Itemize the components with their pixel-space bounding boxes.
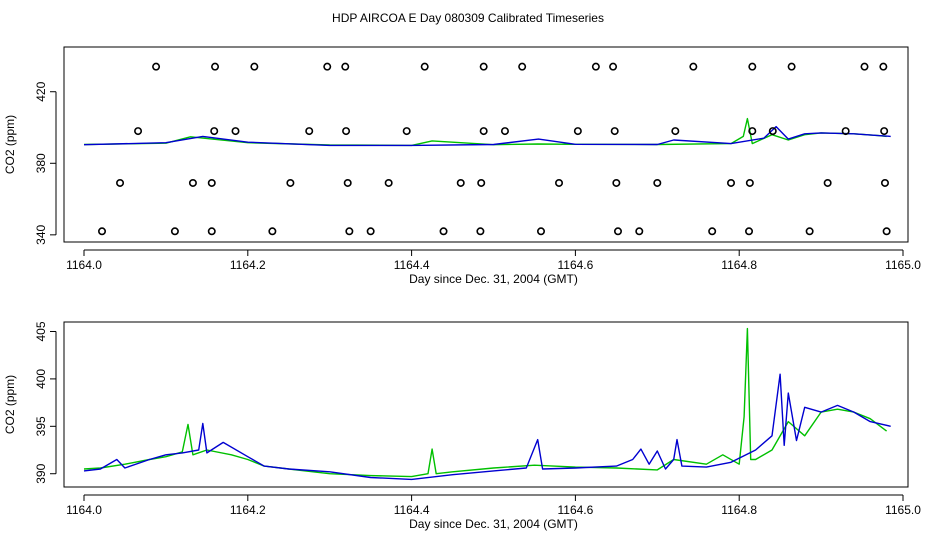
marker-point xyxy=(286,178,295,187)
marker-point xyxy=(500,127,509,136)
marker-point xyxy=(518,62,527,71)
marker-point xyxy=(612,178,621,187)
marker-point xyxy=(745,227,754,236)
marker-point xyxy=(211,62,220,71)
x-tick-label: 1164.6 xyxy=(557,258,593,272)
marker-point xyxy=(207,227,216,236)
plot-frame xyxy=(63,46,909,243)
marker-point xyxy=(555,178,564,187)
x-tick-label: 1164.4 xyxy=(394,258,430,272)
marker-point xyxy=(134,127,143,136)
x-axis-label: Day since Dec. 31, 2004 (GMT) xyxy=(409,517,578,531)
series-line-1 xyxy=(83,373,891,481)
marker-point xyxy=(342,127,351,136)
x-tick-label: 1164.0 xyxy=(66,258,102,272)
marker-point xyxy=(402,127,411,136)
marker-point xyxy=(768,127,777,136)
marker-point xyxy=(745,178,754,187)
marker-point xyxy=(748,62,757,71)
x-tick-label: 1164.2 xyxy=(230,258,266,272)
marker-point xyxy=(613,227,622,236)
plot-frame xyxy=(63,321,909,488)
x-tick-label: 1164.2 xyxy=(230,503,266,517)
x-tick-label: 1164.8 xyxy=(721,503,757,517)
y-tick-label: 395 xyxy=(34,416,48,436)
marker-point xyxy=(882,227,891,236)
x-tick-label: 1164.0 xyxy=(66,503,102,517)
marker-point xyxy=(341,62,350,71)
y-tick-label: 390 xyxy=(34,463,48,483)
marker-point xyxy=(573,127,582,136)
y-tick-label: 405 xyxy=(34,321,48,341)
marker-point xyxy=(188,178,197,187)
marker-point xyxy=(250,62,259,71)
bottom-panel-co2-timeseries: 1164.0 1164.2 1164.4 1164.6 1164.8 1165.0 Day … xyxy=(3,321,921,531)
marker-point xyxy=(479,62,488,71)
x-tick-label: 1165.0 xyxy=(885,258,921,272)
x-tick-label: 1164.8 xyxy=(721,258,757,272)
marker-point xyxy=(841,127,850,136)
marker-point xyxy=(384,178,393,187)
x-tick-label: 1164.4 xyxy=(394,503,430,517)
x-axis-label: Day since Dec. 31, 2004 (GMT) xyxy=(409,272,578,286)
marker-point xyxy=(689,62,698,71)
marker-point xyxy=(787,62,796,71)
chart-title: HDP AIRCOA E Day 080309 Calibrated Times… xyxy=(332,11,604,25)
y-axis-label: CO2 (ppm) xyxy=(3,375,17,434)
marker-point xyxy=(727,178,736,187)
marker-point xyxy=(116,178,125,187)
marker-point xyxy=(210,127,219,136)
marker-point xyxy=(98,227,107,236)
y-tick-label: 400 xyxy=(34,369,48,389)
marker-point xyxy=(345,227,354,236)
marker-point xyxy=(880,127,889,136)
series-line-0 xyxy=(83,117,887,147)
marker-point xyxy=(708,227,717,236)
y-axis-label: CO2 (ppm) xyxy=(3,115,17,174)
marker-point xyxy=(479,127,488,136)
marker-point xyxy=(366,227,375,236)
marker-point xyxy=(477,178,486,187)
marker-point xyxy=(635,227,644,236)
marker-point xyxy=(879,62,888,71)
marker-point xyxy=(591,62,600,71)
marker-point xyxy=(805,227,814,236)
y-tick-label: 420 xyxy=(34,81,48,101)
marker-point xyxy=(343,178,352,187)
marker-point xyxy=(439,227,448,236)
marker-point xyxy=(880,178,889,187)
y-tick-label: 340 xyxy=(34,225,48,245)
marker-point xyxy=(610,127,619,136)
marker-point xyxy=(323,62,332,71)
top-panel-calibration-scatter: 1164.0 1164.2 1164.4 1164.6 1164.8 1165.0 Day … xyxy=(3,46,921,286)
x-tick-label: 1164.6 xyxy=(557,503,593,517)
marker-point xyxy=(823,178,832,187)
marker-point xyxy=(537,227,546,236)
series-line-0 xyxy=(83,327,888,478)
marker-point xyxy=(671,127,680,136)
marker-point xyxy=(609,62,618,71)
marker-point xyxy=(231,127,240,136)
marker-point xyxy=(170,227,179,236)
marker-point xyxy=(420,62,429,71)
y-tick-label: 380 xyxy=(34,153,48,173)
marker-point xyxy=(305,127,314,136)
marker-point xyxy=(860,62,869,71)
marker-point xyxy=(268,227,277,236)
marker-point xyxy=(152,62,161,71)
x-tick-label: 1165.0 xyxy=(885,503,921,517)
marker-point xyxy=(207,178,216,187)
series-line-1 xyxy=(83,125,891,147)
marker-point xyxy=(653,178,662,187)
marker-point xyxy=(748,127,757,136)
marker-point xyxy=(456,178,465,187)
marker-point xyxy=(476,227,485,236)
